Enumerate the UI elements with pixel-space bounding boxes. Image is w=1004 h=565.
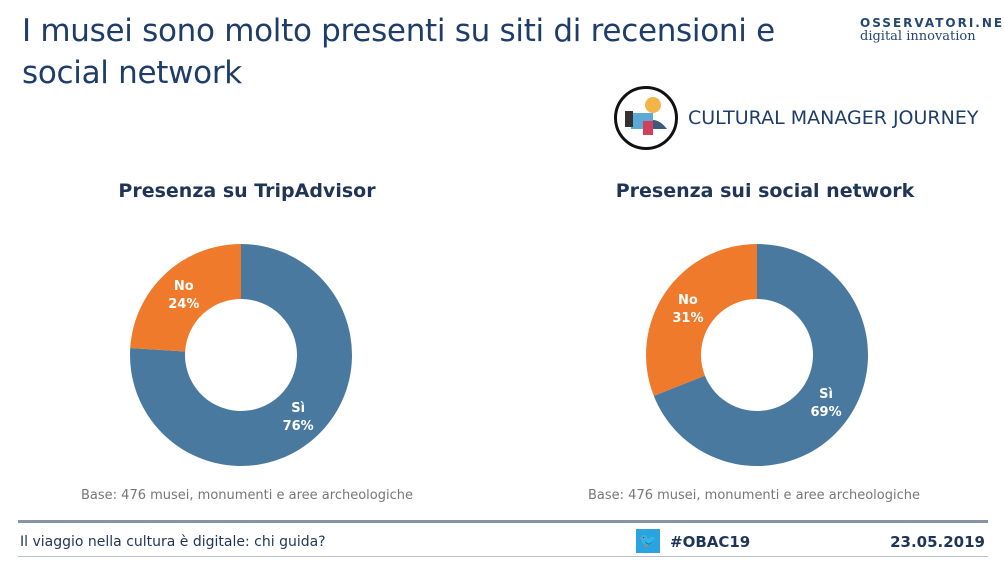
slice-category-label: No bbox=[678, 293, 698, 308]
slice-no bbox=[130, 244, 241, 352]
journey-label: CULTURAL MANAGER JOURNEY bbox=[688, 107, 979, 129]
donut-social: Sì 69% No 31% bbox=[646, 244, 868, 466]
journey-badge: CULTURAL MANAGER JOURNEY bbox=[614, 86, 978, 150]
logo-line1: OSSERVATORI.NET bbox=[860, 16, 1004, 30]
footer-text: Il viaggio nella cultura è digitale: chi… bbox=[20, 534, 326, 550]
osservatori-logo: OSSERVATORI.NET digital innovation bbox=[860, 16, 1004, 44]
donut-tripadvisor: Sì 76% No 24% bbox=[130, 244, 352, 466]
base-note-social: Base: 476 musei, monumenti e aree archeo… bbox=[588, 488, 920, 503]
base-note-tripadvisor: Base: 476 musei, monumenti e aree archeo… bbox=[81, 488, 413, 503]
manager-icon bbox=[614, 86, 678, 150]
slice-category-label: Sì bbox=[291, 401, 305, 416]
twitter-icon[interactable]: 🐦 bbox=[636, 529, 660, 553]
slice-value-label: 69% bbox=[810, 405, 841, 420]
slice-category-label: Sì bbox=[819, 387, 833, 402]
hashtag: #OBAC19 bbox=[670, 533, 751, 551]
chart-title-social: Presenza sui social network bbox=[615, 180, 915, 202]
page-title: I musei sono molto presenti su siti di r… bbox=[22, 13, 775, 91]
chart-title-tripadvisor: Presenza su TripAdvisor bbox=[118, 180, 376, 202]
slice-si bbox=[130, 244, 352, 466]
slice-category-label: No bbox=[174, 279, 194, 294]
footer-divider-bottom bbox=[18, 556, 988, 557]
slice-si bbox=[653, 244, 868, 466]
footer-date: 23.05.2019 bbox=[890, 533, 985, 551]
slice-value-label: 76% bbox=[283, 419, 314, 434]
slice-no bbox=[646, 244, 757, 396]
slice-value-label: 24% bbox=[168, 297, 199, 312]
footer-divider bbox=[18, 520, 988, 523]
logo-line2: digital innovation bbox=[860, 29, 976, 44]
slice-value-label: 31% bbox=[672, 311, 703, 326]
